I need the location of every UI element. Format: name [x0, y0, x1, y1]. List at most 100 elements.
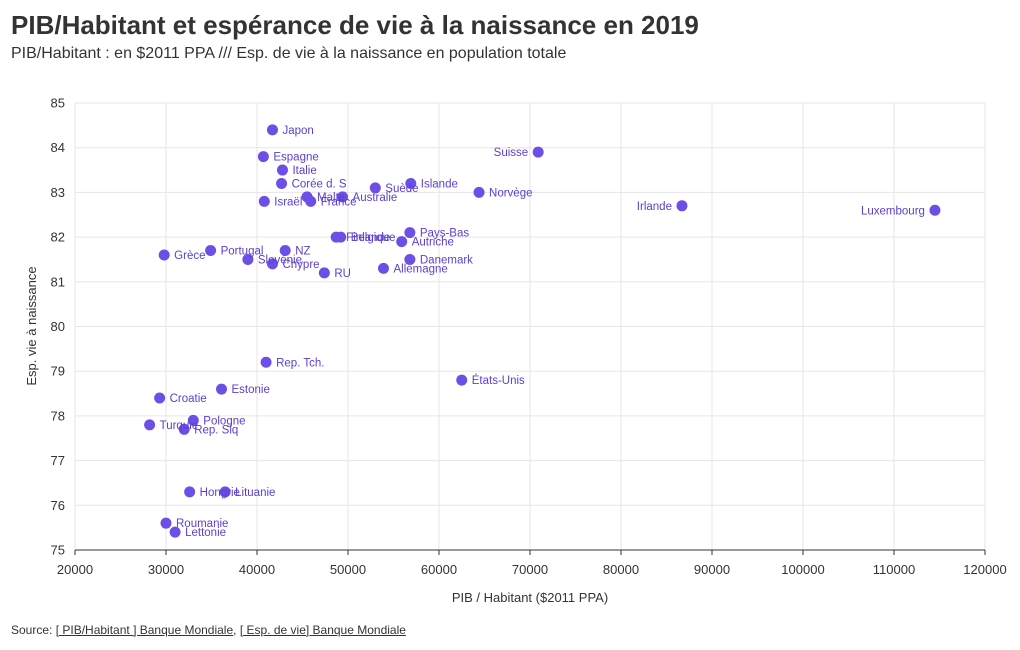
point-label: Rep. Tch.	[276, 357, 324, 369]
point-label: Pologne	[203, 415, 245, 427]
data-point[interactable]	[178, 423, 190, 435]
y-tick-label: 77	[51, 453, 65, 468]
data-point[interactable]	[258, 195, 270, 207]
point-label: Malte	[317, 192, 345, 204]
point-label: Chypre	[282, 259, 319, 271]
data-point[interactable]	[369, 182, 381, 194]
data-point[interactable]	[396, 236, 408, 248]
point-label: États-Unis	[472, 374, 525, 387]
point-label: Pays-Bas	[420, 228, 469, 240]
data-point[interactable]	[276, 164, 288, 176]
source-separator: ,	[233, 623, 240, 637]
point-label: RU	[334, 268, 351, 280]
point-label: Allemagne	[393, 263, 447, 275]
point-label: Islande	[421, 178, 458, 190]
data-points	[144, 124, 941, 538]
grid	[74, 102, 986, 551]
y-tick-label: 82	[51, 230, 65, 245]
data-point[interactable]	[260, 356, 272, 368]
point-label: Suède	[385, 183, 418, 195]
y-tick-label: 75	[51, 543, 65, 558]
point-label: Norvège	[489, 187, 532, 199]
x-tick-label: 40000	[239, 562, 275, 577]
data-point[interactable]	[404, 227, 416, 239]
data-point[interactable]	[242, 253, 254, 265]
point-label: Estonie	[232, 384, 270, 396]
data-point[interactable]	[266, 124, 278, 136]
point-label: Luxembourg	[861, 205, 925, 217]
y-tick-label: 78	[51, 408, 65, 423]
data-point[interactable]	[216, 383, 228, 395]
point-label: Lituanie	[235, 487, 275, 499]
y-tick-label: 80	[51, 319, 65, 334]
point-label: Italie	[292, 165, 316, 177]
data-point[interactable]	[532, 146, 544, 158]
point-label: Belgique	[351, 232, 396, 244]
point-label: Japon	[282, 125, 313, 137]
data-point[interactable]	[929, 204, 941, 216]
point-label: NZ	[295, 246, 310, 258]
point-label: Roumanie	[176, 518, 228, 530]
source-link-gdp[interactable]: [ PIB/Habitant ] Banque Mondiale	[55, 623, 234, 637]
data-point[interactable]	[318, 267, 330, 279]
data-point[interactable]	[404, 253, 416, 265]
x-tick-label: 120000	[963, 562, 1006, 577]
data-point[interactable]	[279, 245, 291, 257]
point-label: Autriche	[412, 237, 454, 249]
x-tick-label: 60000	[421, 562, 457, 577]
point-label: Rep. Slq	[194, 424, 238, 436]
point-label: Danemark	[420, 254, 473, 266]
data-point[interactable]	[335, 231, 347, 243]
point-label: Irlande	[637, 201, 672, 213]
data-point[interactable]	[219, 486, 231, 498]
y-tick-label: 76	[51, 498, 65, 513]
x-axis-title: PIB / Habitant ($2011 PPA)	[452, 590, 608, 605]
data-point[interactable]	[377, 262, 389, 274]
data-point[interactable]	[337, 191, 349, 203]
data-point[interactable]	[184, 486, 196, 498]
source-line: Source: [ PIB/Habitant ] Banque Mondiale…	[11, 623, 406, 637]
data-point[interactable]	[154, 392, 166, 404]
point-label: Australie	[353, 192, 398, 204]
x-tick-label: 50000	[330, 562, 366, 577]
y-axis-title: Esp. vie à naissance	[24, 266, 39, 385]
x-tick-label: 100000	[781, 562, 824, 577]
chart-title: PIB/Habitant et espérance de vie à la na…	[11, 10, 699, 40]
data-point[interactable]	[456, 374, 468, 386]
y-tick-label: 79	[51, 364, 65, 379]
x-tick-label: 80000	[603, 562, 639, 577]
y-tick-label: 83	[51, 185, 65, 200]
data-point[interactable]	[276, 177, 288, 189]
y-tick-label: 84	[51, 140, 65, 155]
x-tick-label: 30000	[148, 562, 184, 577]
point-label: Suisse	[494, 147, 529, 159]
data-point[interactable]	[187, 414, 199, 426]
data-point[interactable]	[405, 177, 417, 189]
point-label: Grèce	[174, 250, 205, 262]
point-label: Finlande	[346, 232, 390, 244]
y-axis-ticks: 75 76 77 78 79 80 81 82 83 84 85	[51, 96, 65, 558]
x-tick-label: 110000	[873, 562, 915, 577]
y-tick-label: 85	[51, 96, 65, 111]
data-point[interactable]	[473, 186, 485, 198]
source-prefix: Source:	[11, 623, 56, 637]
point-label: Portugal	[221, 246, 264, 258]
data-point[interactable]	[158, 249, 170, 261]
data-point[interactable]	[169, 526, 181, 538]
point-label: Espagne	[273, 152, 318, 164]
x-tick-label: 70000	[512, 562, 548, 577]
data-point[interactable]	[305, 195, 317, 207]
data-point[interactable]	[144, 419, 156, 431]
data-point[interactable]	[266, 258, 278, 270]
y-tick-label: 81	[51, 274, 65, 289]
point-label: Turquie	[160, 420, 199, 432]
x-tick-label: 20000	[57, 562, 93, 577]
data-point[interactable]	[257, 151, 269, 163]
point-label: Israël	[274, 196, 302, 208]
source-link-life-expectancy[interactable]: [ Esp. de vie] Banque Mondiale	[239, 623, 406, 637]
point-label: Lettonie	[185, 527, 226, 539]
data-point[interactable]	[160, 517, 172, 529]
data-point[interactable]	[205, 245, 217, 257]
data-point[interactable]	[676, 200, 688, 212]
